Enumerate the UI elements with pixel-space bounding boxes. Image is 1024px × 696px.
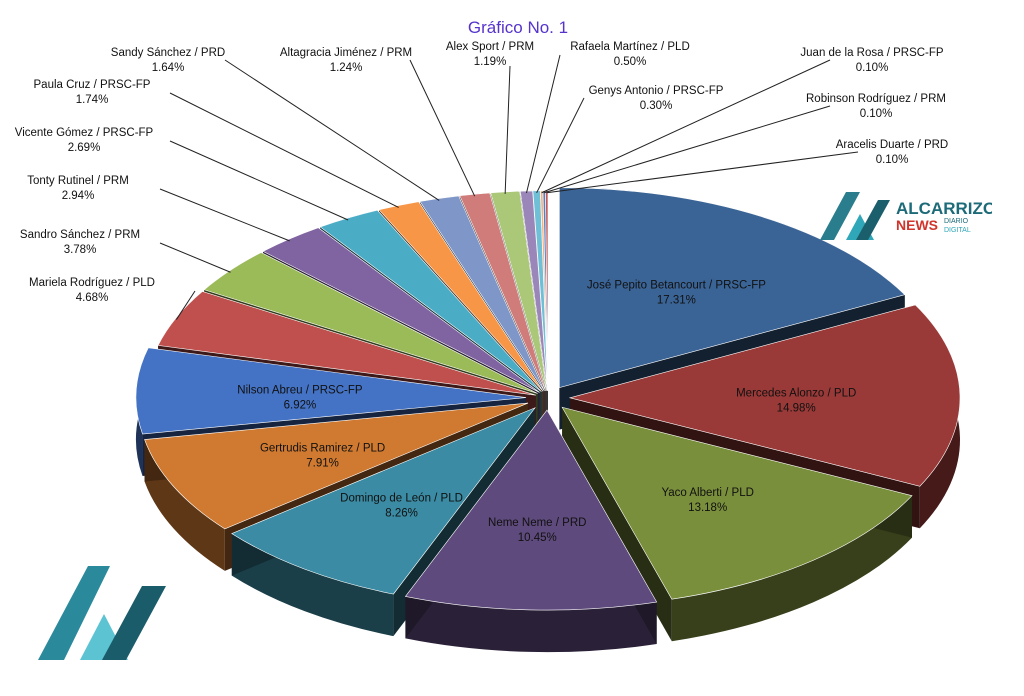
leader-line <box>525 54 561 194</box>
leader-line <box>409 59 476 197</box>
pie-slice <box>404 409 658 611</box>
slice-percent: 17.31% <box>657 294 696 306</box>
slice-label: Robinson Rodríguez / PRM <box>806 93 946 105</box>
slice-percent: 13.18% <box>688 502 727 514</box>
slice-label: Mercedes Alonzo / PLD <box>736 387 856 399</box>
pie-slice <box>144 402 529 530</box>
slice-label: Tonty Rutinel / PRM <box>27 175 129 187</box>
pie-slice <box>561 406 913 600</box>
slice-percent: 1.74% <box>76 94 109 106</box>
leader-line <box>546 151 859 194</box>
logo-mark-right <box>856 200 890 240</box>
pie-slice <box>378 201 544 392</box>
slice-label: Gertrudis Ramirez / PLD <box>260 443 385 455</box>
leader-line <box>504 65 511 194</box>
leader-line <box>169 140 349 221</box>
leader-line <box>536 97 585 194</box>
watermark-right <box>102 586 166 660</box>
slice-label: Juan de la Rosa / PRSC-FP <box>800 47 944 59</box>
chart-title: Gráfico No. 1 <box>468 18 568 37</box>
slice-percent: 8.26% <box>385 507 418 519</box>
alcarrizos-news-logo: ALCARRIZOS NEWS DIARIO DIGITAL <box>820 192 992 240</box>
slice-label: Yaco Alberti / PLD <box>661 487 753 499</box>
slice-percent: 4.68% <box>76 292 109 304</box>
slice-label: Rafaela Martínez / PLD <box>570 41 690 53</box>
slice-label: Sandy Sánchez / PRD <box>111 47 225 59</box>
slice-label: Genys Antonio / PRSC-FP <box>589 85 724 97</box>
logo-mark-left <box>820 192 860 240</box>
logo-text-news: NEWS <box>896 217 938 233</box>
watermark-left <box>38 566 110 660</box>
slice-label: Vicente Gómez / PRSC-FP <box>15 127 154 139</box>
slice-percent: 0.10% <box>876 154 909 166</box>
leader-line <box>169 92 399 208</box>
slice-percent: 1.19% <box>474 56 507 68</box>
slice-percent: 0.30% <box>640 100 673 112</box>
pie-slice <box>319 209 542 392</box>
slice-label: José Pepito Betancourt / PRSC-FP <box>587 279 766 291</box>
slice-label: Domingo de León / PLD <box>340 492 463 504</box>
leader-line <box>224 59 440 201</box>
slice-label: Altagracia Jiménez / PRM <box>280 47 412 59</box>
leader-line <box>544 105 831 194</box>
leader-line <box>159 188 290 242</box>
pie-slice <box>262 227 540 393</box>
pie-slice <box>157 291 536 396</box>
logo-text-diario: DIARIO <box>944 218 969 225</box>
slice-label: Paula Cruz / PRSC-FP <box>34 79 151 91</box>
slice-label: Neme Neme / PRD <box>488 517 586 529</box>
pie-slice <box>231 407 536 595</box>
pie-slice <box>459 192 546 391</box>
slice-percent: 14.98% <box>777 402 816 414</box>
alcarrizos-mark-watermark <box>38 566 166 660</box>
slice-percent: 6.92% <box>284 400 317 412</box>
slice-label: Alex Sport / PRM <box>446 41 534 53</box>
pie-slice <box>559 187 906 389</box>
pie-slice <box>568 304 961 487</box>
slice-percent: 2.94% <box>62 190 95 202</box>
slice-label: Sandro Sánchez / PRM <box>20 229 140 241</box>
slice-label: Nilson Abreu / PRSC-FP <box>237 385 363 397</box>
pie-slice <box>419 195 545 392</box>
logo-text-digital: DIGITAL <box>944 227 971 234</box>
slice-percent: 3.78% <box>64 244 97 256</box>
slice-percent: 1.64% <box>152 62 185 74</box>
leader-line <box>159 242 231 273</box>
slice-label: Mariela Rodríguez / PLD <box>29 277 155 289</box>
leader-line <box>541 59 831 194</box>
slice-percent: 0.10% <box>856 62 889 74</box>
leader-line <box>175 290 196 320</box>
pie-slice <box>203 252 538 394</box>
pie-slice <box>135 347 527 435</box>
slice-percent: 2.69% <box>68 142 101 154</box>
slice-percent: 10.45% <box>518 532 557 544</box>
slice-label: Aracelis Duarte / PRD <box>836 139 948 151</box>
slice-percent: 0.50% <box>614 56 647 68</box>
slice-percent: 1.24% <box>330 62 363 74</box>
logo-text-alcarrizos: ALCARRIZOS <box>896 199 992 218</box>
slice-percent: 0.10% <box>860 108 893 120</box>
slice-percent: 7.91% <box>306 458 339 470</box>
